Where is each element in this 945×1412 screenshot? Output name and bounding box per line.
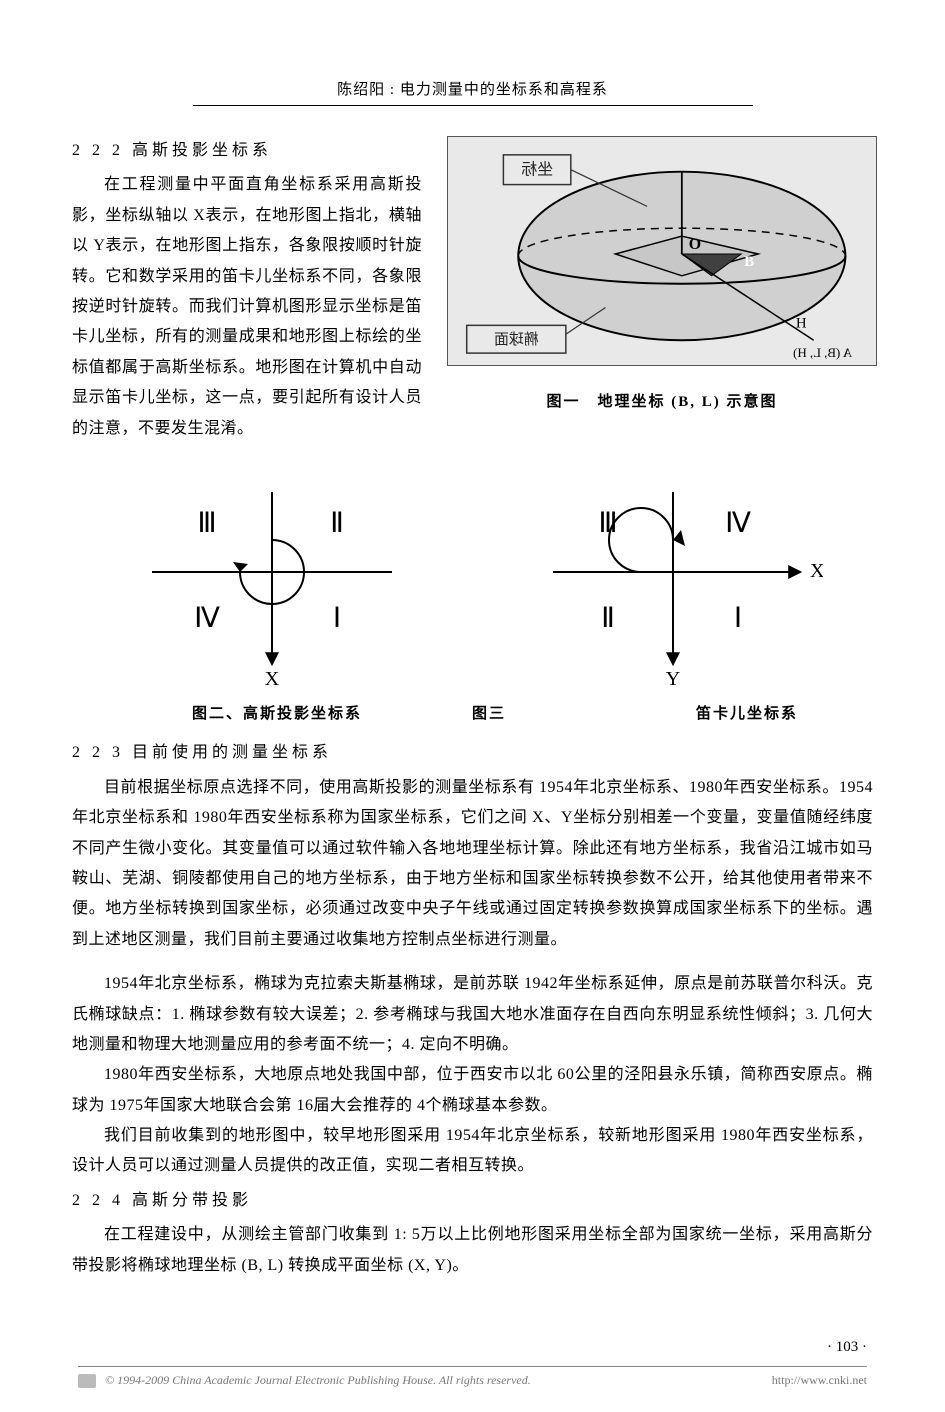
section-222-text: 在工程测量中平面直角坐标系采用高斯投影，坐标纵轴以 X表示，在地形图上指北，横轴…: [72, 170, 422, 444]
svg-text:A (B, L, H): A (B, L, H): [793, 346, 852, 360]
svg-text:坐标: 坐标: [521, 161, 553, 179]
svg-text:Ⅲ: Ⅲ: [198, 508, 217, 539]
svg-text:Ⅱ: Ⅱ: [330, 508, 344, 539]
page-footer: © 1994-2009 China Academic Journal Elect…: [78, 1366, 867, 1388]
svg-text:Ⅰ: Ⅰ: [333, 603, 341, 634]
figure-3-diagram: Ⅲ Ⅳ Ⅱ Ⅰ X Y: [523, 472, 823, 692]
svg-text:Ⅳ: Ⅳ: [725, 508, 751, 539]
page-number: · 103 ·: [827, 1339, 867, 1356]
figure-1-caption: 图一 地理坐标 (B, L) 示意图: [447, 388, 877, 417]
section-223-heading: 2 2 3 目前使用的测量坐标系: [72, 738, 873, 768]
section-223-p4: 我们目前收集到的地形图中，较早地形图采用 1954年北京坐标系，较新地形图采用 …: [72, 1121, 873, 1182]
svg-text:Ⅳ: Ⅳ: [194, 603, 220, 634]
svg-text:H: H: [796, 315, 807, 331]
figure-1: 坐标 椭球面: [447, 136, 877, 417]
svg-text:Y: Y: [666, 668, 680, 690]
figure-2-3-captions: 图二、高斯投影坐标系 图三 笛卡儿坐标系: [72, 700, 873, 729]
section-222-heading: 2 2 2 高斯投影坐标系: [72, 136, 422, 166]
svg-text:X: X: [265, 668, 280, 690]
svg-text:B: B: [744, 254, 754, 270]
svg-text:椭球面: 椭球面: [494, 331, 539, 348]
running-title: 陈绍阳 : 电力测量中的坐标系和高程系: [337, 82, 608, 98]
footer-copyright: © 1994-2009 China Academic Journal Elect…: [105, 1373, 531, 1387]
section-223-p3: 1980年西安坐标系，大地原点地处我国中部，位于西安市以北 60公里的泾阳县永乐…: [72, 1060, 873, 1121]
figure-2-caption: 图二、高斯投影坐标系: [192, 700, 362, 729]
running-header: 陈绍阳 : 电力测量中的坐标系和高程系: [0, 0, 945, 106]
figure-3-caption: 笛卡儿坐标系: [696, 700, 798, 729]
footer-url: http://www.cnki.net: [772, 1373, 867, 1388]
svg-text:X: X: [810, 560, 823, 582]
section-223-p1: 目前根据坐标原点选择不同，使用高斯投影的测量坐标系有 1954年北京坐标系、19…: [72, 773, 873, 955]
figure-3-caption-mid: 图三: [472, 700, 506, 729]
cnki-logo-icon: [78, 1374, 96, 1388]
section-223-p2: 1954年北京坐标系，椭球为克拉索夫斯基椭球，是前苏联 1942年坐标系延伸，原…: [72, 969, 873, 1060]
svg-text:Ⅲ: Ⅲ: [598, 508, 617, 539]
svg-text:Ⅰ: Ⅰ: [734, 603, 742, 634]
figure-1-diagram: 坐标 椭球面: [447, 136, 877, 366]
svg-text:O: O: [689, 236, 701, 253]
svg-text:Ⅱ: Ⅱ: [601, 603, 615, 634]
figure-2-diagram: Ⅲ Ⅱ Ⅳ Ⅰ X: [122, 472, 422, 692]
section-224-heading: 2 2 4 高斯分带投影: [72, 1186, 873, 1216]
section-224-p1: 在工程建设中，从测绘主管部门收集到 1: 5万以上比例地形图采用坐标全部为国家统…: [72, 1220, 873, 1281]
